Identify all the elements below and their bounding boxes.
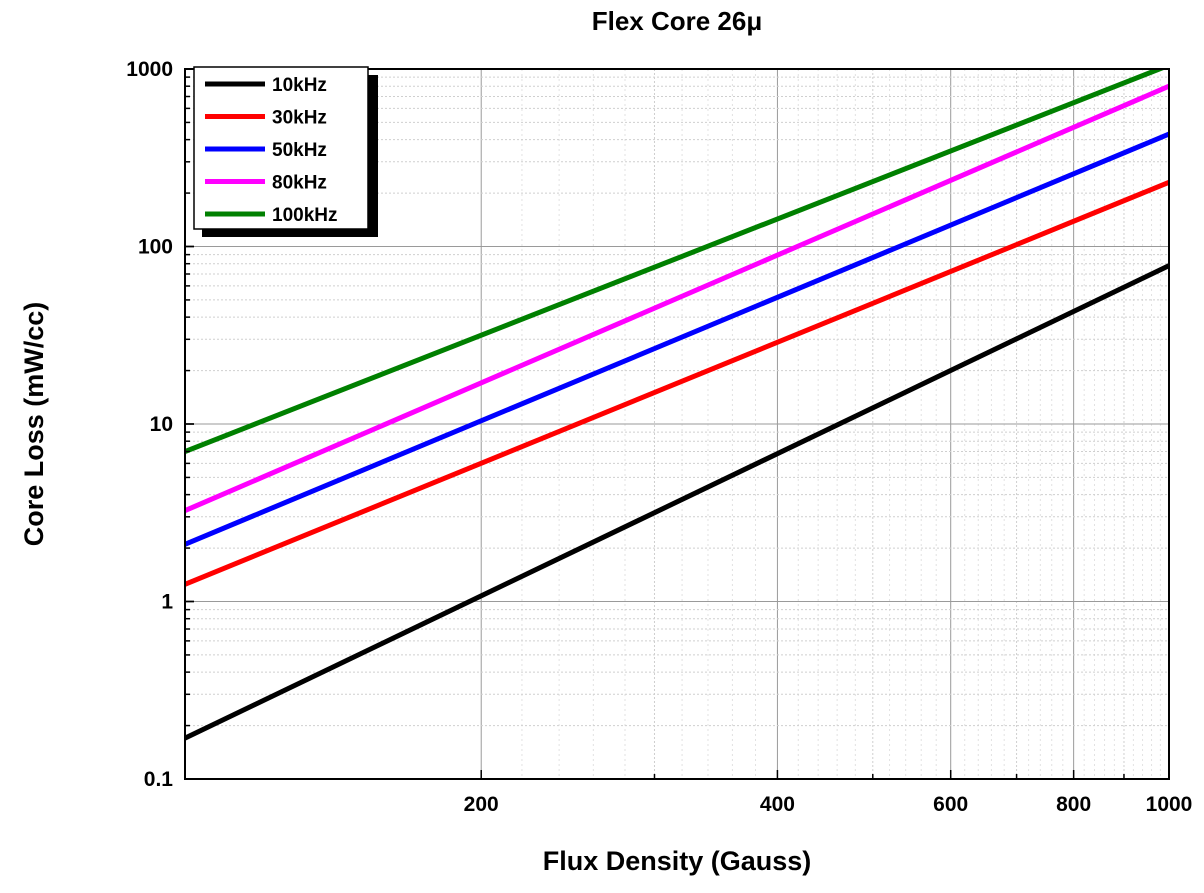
y-tick-label: 10 xyxy=(150,413,173,436)
y-tick-label: 1 xyxy=(161,591,173,614)
y-tick-label: 0.1 xyxy=(144,768,174,791)
x-tick-label: 800 xyxy=(1056,793,1091,816)
grid xyxy=(185,69,1169,779)
axis-ticks xyxy=(185,68,1125,780)
y-tick-label: 1000 xyxy=(126,58,173,81)
legend-label: 80kHz xyxy=(272,173,327,194)
y-tick-labels: 0.1 1 10 100 1000 xyxy=(126,58,173,791)
series-lines xyxy=(185,69,1169,741)
series-line-80kHz xyxy=(185,83,1169,513)
chart-title: Flex Core 26μ xyxy=(592,6,763,36)
legend-label: 50kHz xyxy=(272,140,327,161)
series-line-100kHz xyxy=(185,69,1167,454)
legend-label: 100kHz xyxy=(272,205,338,226)
legend-label: 10kHz xyxy=(272,75,327,96)
y-axis-label: Core Loss (mW/cc) xyxy=(19,302,49,547)
legend-label: 30kHz xyxy=(272,108,327,129)
x-tick-label: 600 xyxy=(933,793,968,816)
x-tick-label: 400 xyxy=(760,793,795,816)
legend: 10kHz 30kHz 50kHz 80kHz 100kHz xyxy=(193,66,378,237)
series-line-50kHz xyxy=(185,131,1169,547)
x-tick-label: 200 xyxy=(464,793,499,816)
series-line-30kHz xyxy=(185,179,1169,587)
series-line-10kHz xyxy=(185,263,1169,741)
x-axis-label: Flux Density (Gauss) xyxy=(543,846,812,876)
y-tick-label: 100 xyxy=(138,236,173,259)
x-tick-label: 1000 xyxy=(1146,793,1193,816)
x-tick-labels: 200 400 600 800 1000 xyxy=(464,793,1193,816)
